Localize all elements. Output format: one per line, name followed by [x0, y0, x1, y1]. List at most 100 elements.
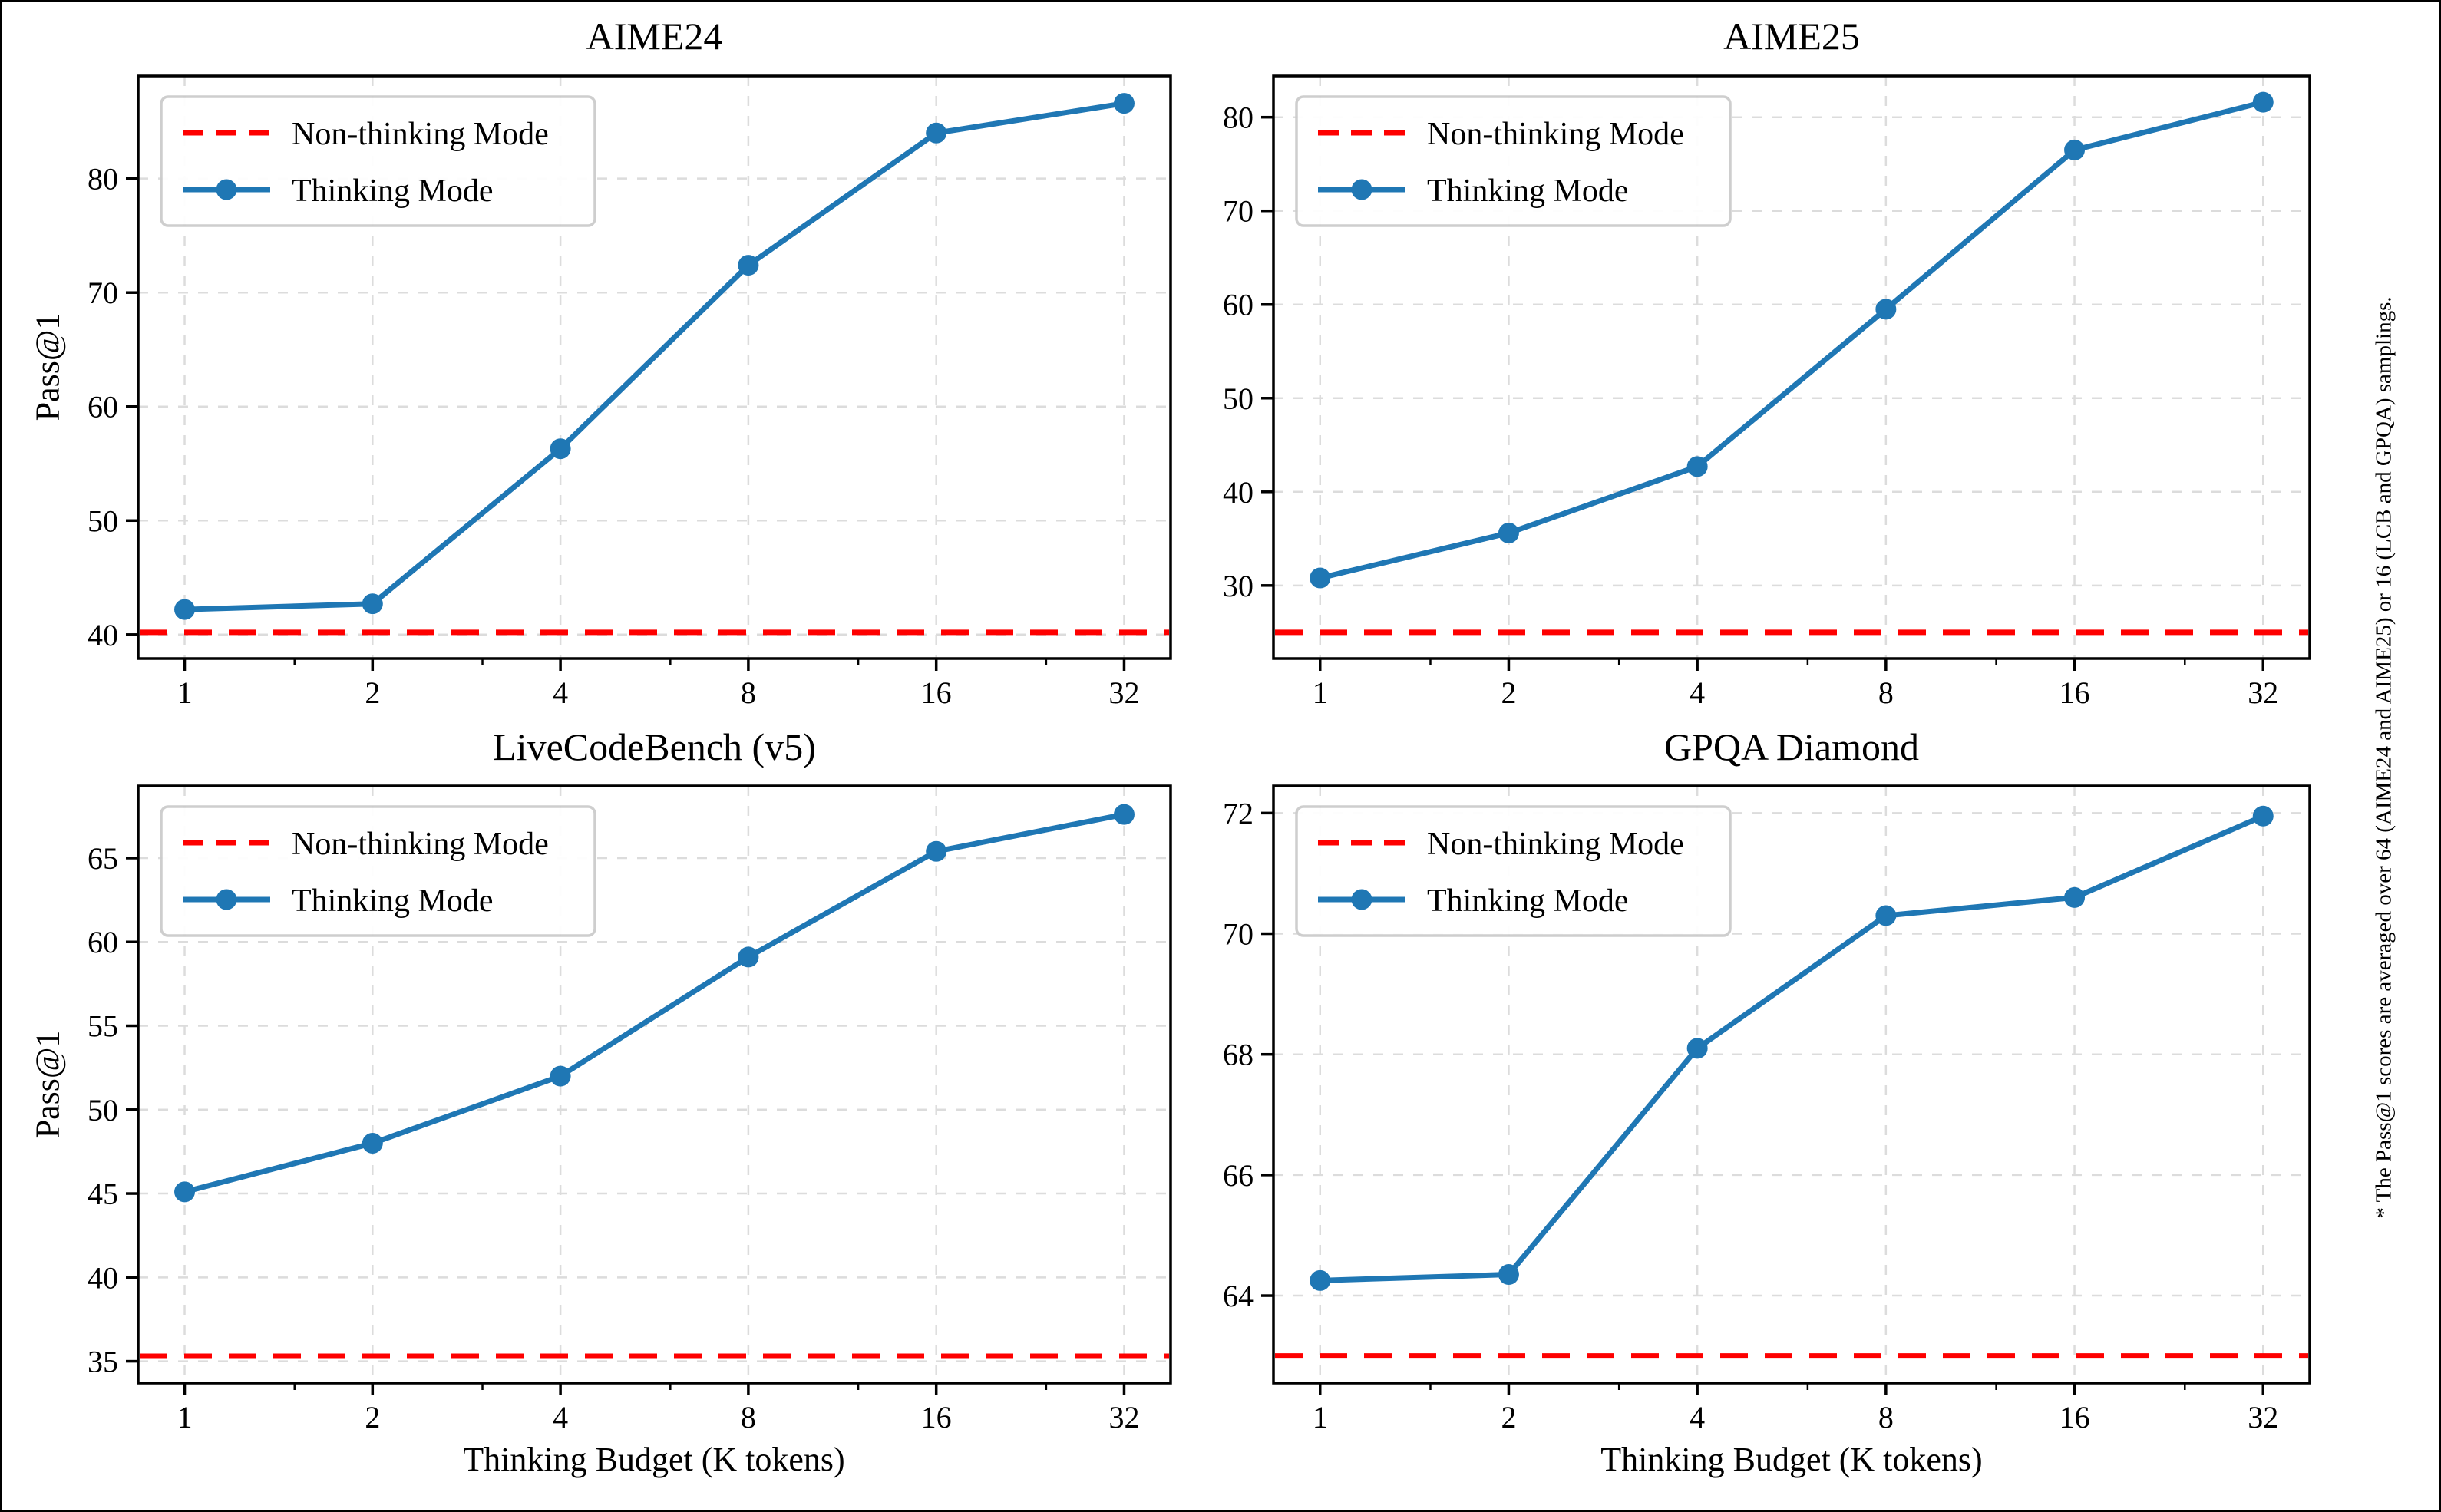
- chart-title-gpqa-diamond: GPQA Diamond: [1664, 725, 1919, 768]
- y-tick-label: 40: [1223, 475, 1254, 510]
- data-point: [174, 599, 196, 620]
- x-tick-label: 16: [2059, 675, 2090, 710]
- data-point: [362, 593, 383, 615]
- data-point: [550, 438, 571, 460]
- data-point: [2252, 91, 2274, 113]
- x-tick-label: 2: [1501, 675, 1516, 710]
- x-tick-label: 2: [365, 1400, 380, 1434]
- legend-label-non-thinking: Non-thinking Mode: [292, 827, 549, 862]
- y-tick-label: 66: [1223, 1158, 1254, 1193]
- y-tick-label: 50: [1223, 381, 1254, 416]
- data-point: [1310, 1269, 1331, 1291]
- x-tick-label: 32: [1108, 675, 1139, 710]
- chart-title-livecodebench: LiveCodeBench (v5): [493, 725, 816, 768]
- x-tick-label: 2: [1501, 1400, 1516, 1434]
- y-axis-label-row1: Pass@1: [28, 312, 67, 421]
- chart-aime24: 1 2 4 8 16 32 40 50 60 70 80 Non-thinking Mode Think…: [88, 74, 1172, 710]
- y-tick-label: 60: [88, 390, 118, 424]
- chart-aime25: 1 2 4 8 16 32 30 40 50 60 70 80 Non-thinking Mode Thi…: [1223, 74, 2311, 710]
- data-point: [1310, 567, 1331, 589]
- x-tick-label: 8: [741, 675, 756, 710]
- x-tick-label: 16: [2059, 1400, 2090, 1434]
- x-tick-label: 1: [177, 675, 193, 710]
- legend-thinking-marker: [216, 889, 237, 910]
- x-tick-label: 1: [1313, 1400, 1328, 1434]
- y-tick-label: 64: [1223, 1279, 1254, 1313]
- y-tick-label: 72: [1223, 796, 1254, 830]
- y-tick-label: 65: [88, 841, 118, 876]
- data-point: [738, 255, 759, 276]
- y-tick-label: 50: [88, 1093, 118, 1127]
- x-tick-label: 8: [741, 1400, 756, 1434]
- y-tick-label: 45: [88, 1177, 118, 1211]
- chart-livecodebench-v5: 1 2 4 8 16 32 35 40 45 50 55 60 65 Non-thinking Mode T…: [88, 784, 1172, 1434]
- thinking-line: [183, 811, 1125, 1195]
- chart-title-aime24: AIME24: [586, 15, 723, 58]
- thinking-line: [1320, 814, 2264, 1283]
- x-tick-label: 1: [177, 1400, 193, 1434]
- legend: [160, 805, 596, 937]
- x-tick-label: 2: [365, 675, 380, 710]
- x-tick-label: 8: [1878, 675, 1894, 710]
- x-tick-label: 4: [1690, 1400, 1705, 1434]
- data-point: [1498, 522, 1519, 543]
- data-point: [550, 1065, 571, 1087]
- legend-label-thinking: Thinking Mode: [292, 883, 493, 919]
- axes-frame: [1272, 784, 2311, 1385]
- thinking-line: [1319, 99, 2264, 581]
- data-point: [2064, 139, 2086, 160]
- data-point: [1686, 456, 1708, 477]
- y-tick-label: 40: [88, 1260, 118, 1295]
- x-tick-label: 8: [1878, 1400, 1894, 1434]
- x-tick-label: 4: [1690, 675, 1705, 710]
- y-tick-label: 50: [88, 503, 118, 538]
- data-point: [926, 122, 947, 144]
- legend-label-thinking: Thinking Mode: [1427, 173, 1628, 209]
- y-tick-label: 80: [1223, 101, 1254, 135]
- y-tick-label: 55: [88, 1009, 118, 1044]
- legend-label-thinking: Thinking Mode: [292, 173, 493, 209]
- data-point: [2252, 805, 2274, 827]
- data-point: [1113, 93, 1135, 114]
- axes-frame: [1272, 74, 2311, 660]
- axes-frame: [137, 74, 1172, 660]
- data-point: [926, 840, 947, 862]
- legend: [1295, 95, 1732, 227]
- x-tick-label: 4: [553, 1400, 568, 1434]
- data-point: [1875, 299, 1897, 320]
- x-axis-label-col1: Thinking Budget (K tokens): [463, 1441, 845, 1478]
- legend-label-thinking: Thinking Mode: [1427, 883, 1628, 919]
- chart-title-aime25: AIME25: [1723, 15, 1860, 58]
- data-point: [1498, 1264, 1519, 1286]
- y-tick-label: 80: [88, 162, 118, 196]
- legend-label-non-thinking: Non-thinking Mode: [1427, 117, 1684, 152]
- y-tick-label: 68: [1223, 1038, 1254, 1072]
- chart-gpqa-diamond: 1 2 4 8 16 32 64 66 68 70 72 Non-thinking Mode Think…: [1223, 784, 2311, 1434]
- data-point: [1686, 1038, 1708, 1059]
- legend: [1295, 805, 1732, 937]
- y-tick-label: 70: [88, 276, 118, 310]
- y-tick-label: 60: [1223, 288, 1254, 322]
- data-point: [362, 1132, 383, 1154]
- axes-frame: [137, 784, 1172, 1385]
- legend-label-non-thinking: Non-thinking Mode: [1427, 827, 1684, 862]
- y-tick-label: 40: [88, 618, 118, 652]
- legend: [160, 95, 596, 227]
- legend-thinking-marker: [1351, 889, 1372, 910]
- legend-thinking-marker: [1351, 179, 1372, 200]
- data-point: [174, 1181, 196, 1203]
- y-tick-label: 30: [1223, 569, 1254, 603]
- x-axis-label-col2: Thinking Budget (K tokens): [1600, 1441, 1983, 1478]
- data-point: [738, 946, 759, 968]
- x-tick-label: 32: [1108, 1400, 1139, 1434]
- figure-footnote: * The Pass@1 scores are averaged over 64…: [2371, 296, 2396, 1219]
- data-point: [2064, 886, 2086, 908]
- y-tick-label: 35: [88, 1345, 118, 1379]
- legend-label-non-thinking: Non-thinking Mode: [292, 117, 549, 152]
- x-tick-label: 4: [553, 675, 568, 710]
- legend-thinking-marker: [216, 179, 237, 200]
- y-tick-label: 60: [88, 925, 118, 959]
- data-point: [1875, 905, 1897, 926]
